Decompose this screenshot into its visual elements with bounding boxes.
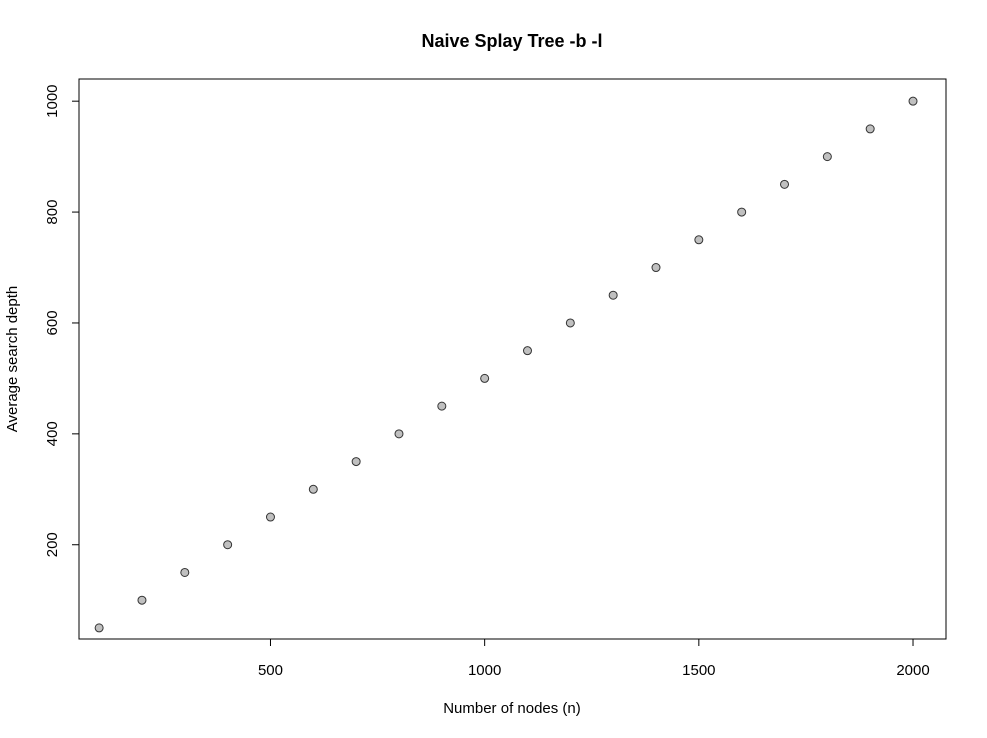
y-tick-label: 600 xyxy=(44,310,61,335)
data-point xyxy=(822,152,832,162)
data-point xyxy=(480,373,490,383)
data-point xyxy=(737,207,747,217)
data-point xyxy=(780,179,790,189)
data-point xyxy=(908,96,918,106)
data-points xyxy=(94,96,918,633)
y-axis-label: Average search depth xyxy=(4,286,21,433)
y-tick-label: 200 xyxy=(44,532,61,557)
data-point xyxy=(394,429,404,439)
data-point xyxy=(351,457,361,467)
data-point xyxy=(522,346,532,356)
data-point xyxy=(308,484,318,494)
x-axis: 500 1000 1500 2000 xyxy=(258,639,930,679)
data-point xyxy=(608,290,618,300)
data-point xyxy=(565,318,575,328)
data-point xyxy=(694,235,704,245)
x-tick-label: 1500 xyxy=(682,662,715,679)
x-tick-label: 2000 xyxy=(896,662,929,679)
data-point xyxy=(180,567,190,577)
y-tick-label: 800 xyxy=(44,200,61,225)
y-tick-label: 1000 xyxy=(44,84,61,117)
data-point xyxy=(437,401,447,411)
data-point xyxy=(137,595,147,605)
data-point xyxy=(223,540,233,550)
x-tick-label: 1000 xyxy=(468,662,501,679)
plot-frame xyxy=(78,78,947,640)
data-point xyxy=(94,623,104,633)
y-axis: 200 400 600 800 1000 xyxy=(44,84,79,557)
x-axis-label: Number of nodes (n) xyxy=(443,700,581,717)
data-point xyxy=(651,263,661,273)
y-tick-label: 400 xyxy=(44,421,61,446)
x-tick-label: 500 xyxy=(258,662,283,679)
data-point xyxy=(865,124,875,134)
chart-title: Naive Splay Tree -b -l xyxy=(421,31,602,51)
data-point xyxy=(265,512,275,522)
